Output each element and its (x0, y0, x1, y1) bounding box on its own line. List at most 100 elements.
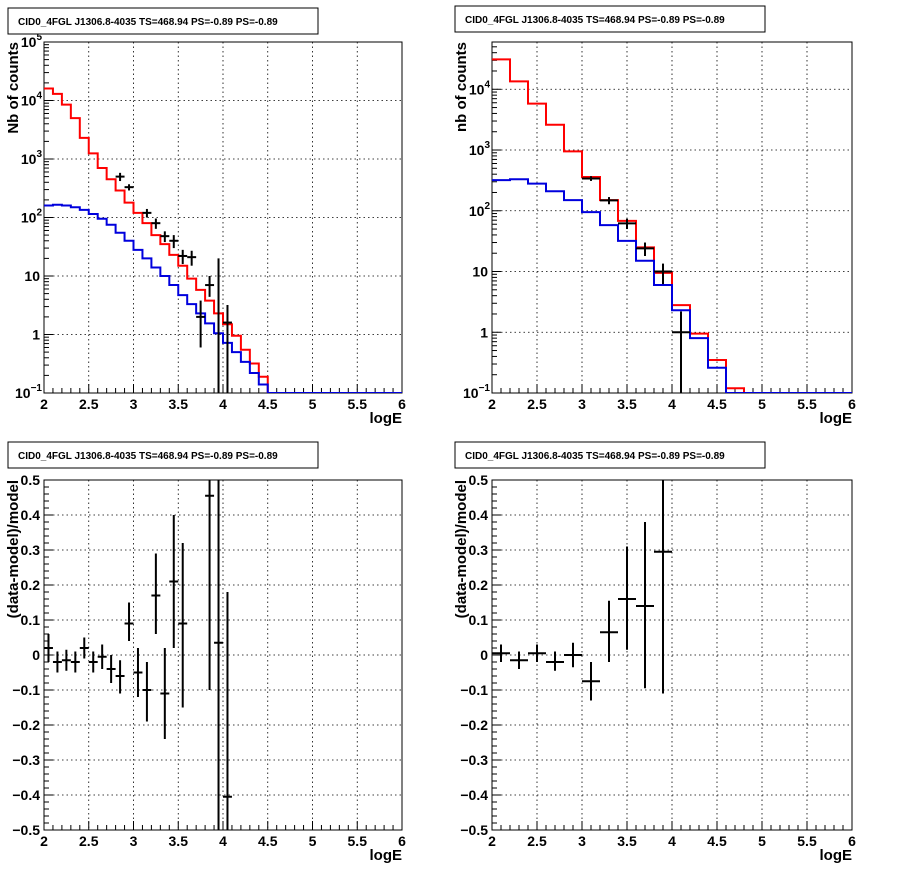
x-tick-label: 5.5 (348, 396, 368, 412)
y-tick-label: 0.3 (21, 542, 41, 558)
x-tick-label: 3.5 (169, 396, 189, 412)
x-tick-label: 3.5 (617, 833, 637, 849)
grid-lines (44, 42, 402, 393)
y-tick-label: 0.5 (469, 472, 489, 488)
y-tick-label: 10 (24, 268, 40, 284)
y-tick-label: −0.5 (12, 822, 40, 838)
y-tick-label: −0.2 (460, 717, 488, 733)
y-tick-label: 104 (469, 79, 491, 97)
x-tick-label: 3 (578, 396, 586, 412)
y-tick-label: 0.1 (21, 612, 41, 628)
y-tick-label: −0.1 (460, 682, 488, 698)
x-tick-label: 2 (40, 833, 48, 849)
y-tick-label: 0.5 (21, 472, 41, 488)
chart-title-box: CID0_4FGL J1306.8-4035 TS=468.94 PS=-0.8… (454, 5, 766, 33)
chart-panel-4: 2 2.5 3 3.5 4 4.5 5 5.5 6 −0.5 −0.4 −0.3 −0.2 −0.1 0 0.… (453, 441, 856, 864)
chart-title: CID0_4FGL J1306.8-4035 TS=468.94 PS=-0.8… (465, 451, 725, 462)
x-tick-label: 3 (578, 833, 586, 849)
data-points-series (492, 480, 672, 701)
y-tick-label: −0.5 (460, 822, 488, 838)
x-tick-label: 4.5 (707, 396, 727, 412)
x-tick-label: 5 (758, 396, 766, 412)
model-histogram-series-1 (44, 87, 402, 393)
y-tick-label: −0.4 (460, 787, 488, 803)
x-tick-label: 5.5 (797, 833, 817, 849)
chart-title-box: CID0_4FGL J1306.8-4035 TS=468.94 PS=-0.8… (454, 441, 766, 469)
y-tick-label: 0.2 (21, 577, 41, 593)
y-tick-label: 0.1 (469, 612, 489, 628)
x-tick-label: 4 (668, 396, 676, 412)
x-axis-title: logE (370, 847, 403, 864)
x-tick-label: 2 (40, 396, 48, 412)
x-tick-label: 4.5 (258, 833, 278, 849)
y-tick-label: 10 (472, 264, 488, 280)
y-tick-label: 102 (21, 208, 43, 226)
chart-panel-1: 2 2.5 3 3.5 4 4.5 5 5.5 6 10−1 1 10 102 103 104 105 logE… (5, 7, 406, 427)
data-points-series (115, 172, 232, 393)
y-tick-label: 103 (469, 140, 491, 158)
y-tick-label: 10−1 (463, 383, 490, 401)
x-tick-label: 4 (219, 833, 227, 849)
y-tick-label: 103 (21, 149, 43, 167)
grid-lines (492, 42, 852, 393)
x-tick-label: 4 (668, 833, 676, 849)
y-tick-label: −0.2 (12, 717, 40, 733)
x-tick-label: 6 (398, 396, 406, 412)
model-histogram-series-2 (44, 203, 402, 393)
x-axis-title: logE (370, 410, 403, 427)
y-axis-title: (data-model)/model (5, 480, 22, 618)
chart-panel-2: 2 2.5 3 3.5 4 4.5 5 5.5 6 10−1 1 10 102 103 104 logE nb … (453, 5, 856, 427)
y-axis-title: Nb of counts (5, 42, 22, 134)
data-points-series (44, 480, 232, 830)
x-tick-label: 2.5 (79, 833, 99, 849)
x-tick-label: 3 (130, 833, 138, 849)
chart-panel-3: 2 2.5 3 3.5 4 4.5 5 5.5 6 −0.5 −0.4 −0.3 −0.2 −0.1 0 0.… (5, 441, 406, 864)
y-tick-label: 104 (21, 91, 43, 109)
y-axis-title: nb of counts (453, 42, 470, 132)
grid-lines (492, 480, 852, 830)
x-tick-label: 3 (130, 396, 138, 412)
y-tick-label: 102 (469, 201, 491, 219)
x-tick-label: 6 (848, 396, 856, 412)
x-tick-label: 5 (309, 833, 317, 849)
chart-title: CID0_4FGL J1306.8-4035 TS=468.94 PS=-0.8… (18, 451, 278, 462)
x-axis-title: logE (820, 847, 853, 864)
y-tick-label: 1 (480, 324, 488, 340)
x-tick-label: 5.5 (348, 833, 368, 849)
y-tick-label: −0.3 (12, 752, 40, 768)
y-tick-label: 0.3 (469, 542, 489, 558)
data-points-series (582, 176, 690, 393)
y-tick-label: −0.3 (460, 752, 488, 768)
x-tick-label: 4.5 (707, 833, 727, 849)
chart-title-box: CID0_4FGL J1306.8-4035 TS=468.94 PS=-0.8… (7, 7, 319, 35)
x-tick-label: 5 (758, 833, 766, 849)
chart-title: CID0_4FGL J1306.8-4035 TS=468.94 PS=-0.8… (18, 17, 278, 28)
y-tick-label: 0.4 (469, 507, 489, 523)
y-tick-label: −0.1 (12, 682, 40, 698)
x-tick-label: 5 (309, 396, 317, 412)
x-tick-label: 2.5 (527, 396, 547, 412)
y-axis-title: (data-model)/model (453, 480, 470, 618)
y-tick-label: 1 (32, 327, 40, 343)
x-tick-label: 5.5 (797, 396, 817, 412)
chart-title: CID0_4FGL J1306.8-4035 TS=468.94 PS=-0.8… (465, 15, 725, 26)
x-tick-label: 4 (219, 396, 227, 412)
y-tick-label: 105 (21, 32, 43, 50)
x-tick-label: 6 (848, 833, 856, 849)
x-tick-label: 2.5 (527, 833, 547, 849)
x-tick-label: 2 (488, 396, 496, 412)
y-tick-label: −0.4 (12, 787, 40, 803)
chart-title-box: CID0_4FGL J1306.8-4035 TS=468.94 PS=-0.8… (7, 441, 319, 469)
x-tick-label: 6 (398, 833, 406, 849)
y-tick-label: 0 (32, 647, 40, 663)
x-axis-title: logE (820, 410, 853, 427)
x-tick-label: 3.5 (617, 396, 637, 412)
x-tick-label: 3.5 (169, 833, 189, 849)
y-tick-label: 0.4 (21, 507, 41, 523)
grid-lines (44, 480, 402, 830)
model-histogram-series-2 (492, 178, 852, 393)
y-tick-label: 0 (480, 647, 488, 663)
x-tick-label: 2.5 (79, 396, 99, 412)
y-tick-label: 0.2 (469, 577, 489, 593)
